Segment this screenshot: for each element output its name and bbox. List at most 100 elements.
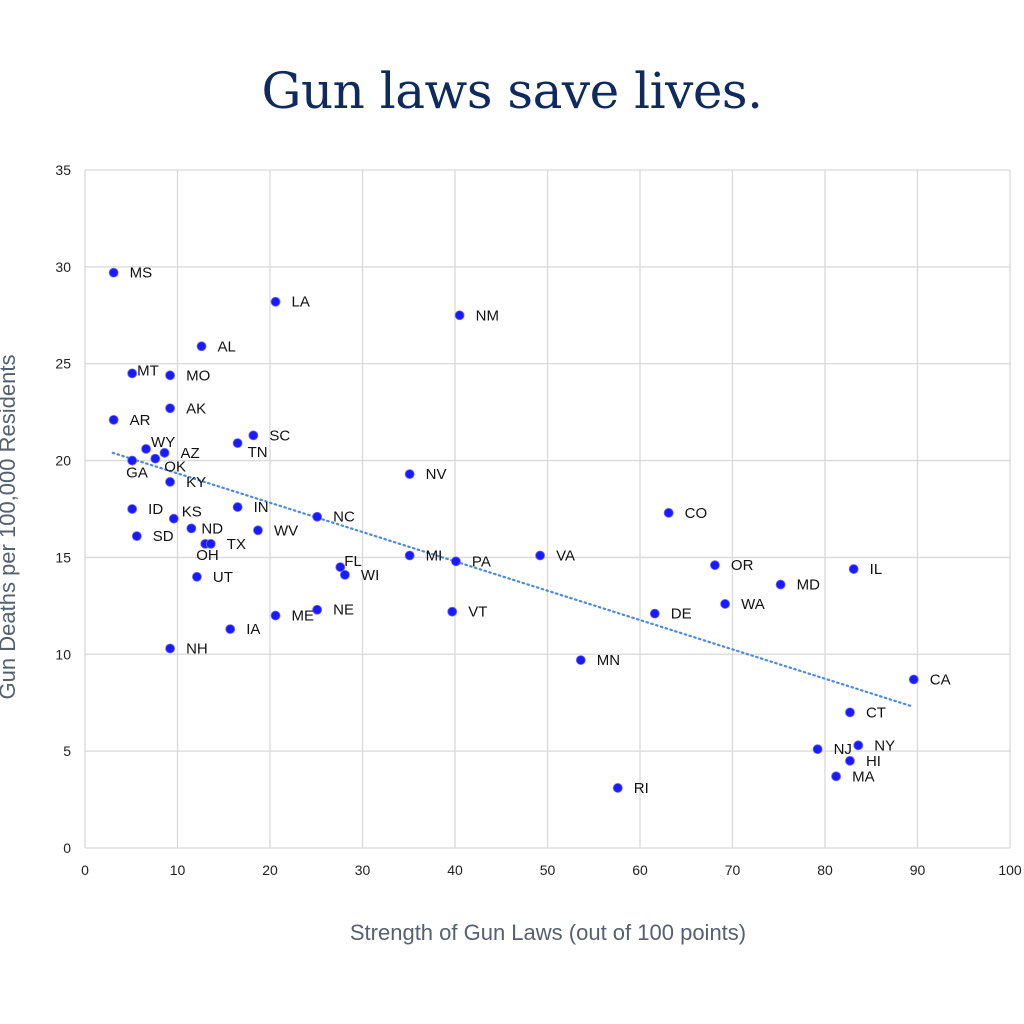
x-tick-label: 10 (170, 862, 186, 878)
x-tick-label: 60 (632, 862, 648, 878)
point-label-ak: AK (186, 400, 206, 417)
point-label-ne: NE (333, 602, 354, 619)
data-point-ct (845, 707, 855, 718)
x-tick-label: 0 (81, 862, 89, 878)
point-label-ut: UT (213, 569, 233, 586)
point-label-de: DE (671, 606, 692, 623)
data-point-ny (853, 740, 864, 751)
x-axis-label: Strength of Gun Laws (out of 100 points) (350, 920, 746, 945)
point-label-ga: GA (126, 465, 148, 482)
data-point-wy (141, 444, 151, 454)
y-tick-label: 15 (55, 549, 71, 565)
data-point-ar (108, 414, 119, 425)
trendline (111, 451, 914, 708)
data-point-vt (447, 606, 458, 617)
data-point-mi (404, 550, 415, 561)
data-point-nv (404, 469, 415, 480)
data-point-sc (248, 430, 259, 441)
data-point-nm (454, 310, 465, 321)
y-axis-label: Gun Deaths per 100,000 Residents (0, 355, 20, 700)
point-label-oh: OH (196, 547, 219, 564)
data-point-me (270, 610, 281, 621)
y-tick-label: 30 (55, 259, 71, 275)
data-point-fl (335, 562, 346, 573)
point-label-ca: CA (930, 671, 951, 688)
data-point-or (710, 560, 720, 571)
point-label-ny: NY (874, 737, 895, 754)
point-label-wy: WY (151, 434, 175, 451)
point-label-mo: MO (186, 367, 210, 384)
point-label-wv: WV (274, 522, 298, 539)
data-point-il (848, 564, 859, 574)
point-label-nv: NV (426, 466, 447, 483)
data-point-ak (165, 403, 176, 414)
point-label-wi: WI (361, 567, 379, 584)
point-label-sc: SC (269, 427, 290, 444)
data-point-mn (575, 655, 586, 665)
data-point-tx (205, 538, 216, 549)
data-point-ri (612, 783, 623, 793)
point-label-md: MD (797, 577, 820, 594)
data-point-ky (165, 476, 176, 487)
data-point-md (775, 579, 786, 590)
x-tick-label: 50 (540, 862, 556, 878)
data-point-ut (192, 571, 202, 582)
point-label-va: VA (556, 547, 575, 564)
point-label-ma: MA (852, 768, 875, 785)
y-tick-label: 35 (55, 162, 71, 178)
y-tick-label: 25 (55, 356, 71, 372)
data-point-ma (831, 771, 841, 782)
point-label-il: IL (870, 561, 883, 578)
x-tick-label: 70 (725, 862, 741, 878)
data-point-wi (340, 569, 350, 580)
data-point-nc (312, 511, 323, 522)
point-label-la: LA (292, 294, 310, 311)
point-label-nd: ND (201, 520, 223, 537)
data-point-wa (720, 599, 730, 609)
point-label-ia: IA (246, 621, 260, 638)
data-point-az (159, 447, 170, 458)
point-label-nh: NH (186, 640, 208, 657)
point-label-ky: KY (186, 474, 206, 491)
data-point-nd (186, 523, 197, 534)
y-tick-label: 10 (55, 646, 71, 662)
data-point-ne (312, 604, 323, 615)
point-label-tx: TX (227, 536, 246, 553)
point-label-nc: NC (333, 509, 355, 526)
y-tick-label: 20 (55, 453, 71, 469)
data-point-mo (165, 370, 176, 381)
point-label-pa: PA (472, 553, 491, 570)
data-point-in (232, 502, 243, 512)
data-point-co (663, 507, 674, 518)
point-label-in: IN (254, 499, 269, 516)
point-label-fl: FL (344, 553, 362, 570)
data-point-hi (845, 755, 855, 766)
point-label-al: AL (218, 338, 236, 355)
y-tick-label: 5 (63, 743, 71, 759)
x-tick-label: 20 (262, 862, 278, 878)
data-point-ok (150, 453, 161, 464)
point-label-ar: AR (130, 412, 151, 429)
data-point-ks (168, 513, 179, 524)
data-point-ga (127, 455, 138, 466)
gridlines (84, 169, 1011, 849)
x-tick-label: 80 (817, 862, 833, 878)
data-point-nj (812, 744, 823, 755)
y-tick-label: 0 (63, 840, 71, 856)
data-point-tn (232, 438, 243, 449)
point-label-hi: HI (866, 753, 881, 770)
data-point-ia (225, 624, 236, 635)
data-point-pa (451, 556, 461, 567)
x-tick-label: 30 (355, 862, 371, 878)
point-label-id: ID (148, 501, 163, 518)
data-point-la (270, 296, 281, 307)
data-point-id (127, 504, 138, 514)
point-label-mn: MN (597, 652, 620, 669)
point-label-ks: KS (182, 504, 202, 521)
tick-labels: 0 10 20 30 40 50 60 70 80 90 100 0 5 10 15 20 25 30 35 (55, 162, 1021, 878)
point-label-tn: TN (248, 444, 268, 461)
data-point-nh (165, 643, 176, 654)
